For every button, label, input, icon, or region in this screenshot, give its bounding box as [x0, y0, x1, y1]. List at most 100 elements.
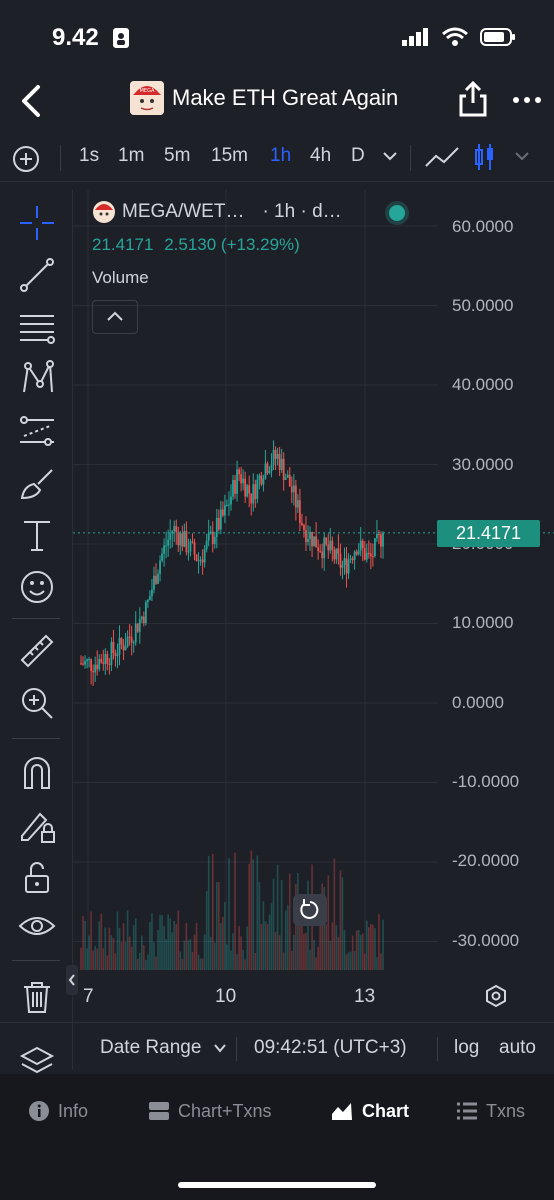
candle-body [305, 530, 307, 543]
y-tick: -10.0000 [452, 772, 520, 791]
candle-body [369, 553, 372, 557]
zoom-in-icon[interactable] [18, 684, 56, 722]
line-chart-icon[interactable] [424, 144, 460, 170]
volume-bar [244, 959, 246, 970]
brush-icon[interactable] [18, 464, 56, 502]
lock-drawings-icon[interactable] [18, 806, 56, 844]
volume-bar [114, 953, 117, 970]
tab-chart[interactable]: Chart [330, 1100, 409, 1122]
candle-body [142, 616, 145, 624]
person-badge-icon [113, 28, 129, 48]
candle-body [355, 551, 358, 555]
layers-icon[interactable] [18, 1042, 56, 1080]
volume-label: Volume [92, 268, 149, 287]
volume-bar [374, 928, 376, 970]
volume-bar [171, 932, 174, 970]
unlock-icon[interactable] [18, 858, 56, 896]
candle-body [179, 533, 182, 546]
tab-chart-txns[interactable]: Chart+Txns [148, 1100, 272, 1122]
candle-body [248, 485, 251, 494]
volume-bar [331, 922, 334, 970]
volume-bar [351, 935, 354, 970]
crosshair-icon[interactable] [18, 204, 56, 242]
trend-line-icon[interactable] [18, 256, 56, 294]
volume-bar [175, 923, 178, 970]
volume-bar [268, 914, 271, 970]
interval-1m[interactable]: 1m [118, 145, 145, 166]
emoji-icon[interactable] [18, 568, 56, 606]
eye-icon[interactable] [18, 908, 56, 946]
chevron-down-icon[interactable] [383, 151, 397, 161]
y-tick: 50.0000 [452, 296, 514, 315]
volume-bar [315, 957, 317, 970]
candle-body [367, 552, 370, 554]
wifi-icon [442, 27, 468, 46]
candle-body [112, 641, 115, 654]
interval-15m[interactable]: 15m [211, 145, 248, 166]
candle-body [298, 500, 301, 523]
text-tool-icon[interactable] [18, 516, 56, 554]
log-toggle[interactable]: log [454, 1037, 480, 1058]
volume-bar [347, 952, 350, 970]
candle-body [371, 556, 374, 558]
pattern-icon[interactable] [18, 360, 56, 398]
date-range-button[interactable]: Date Range [100, 1037, 202, 1058]
candle-body [86, 659, 88, 662]
candle-body [250, 493, 253, 504]
candle-body [278, 454, 281, 470]
candle-body [144, 602, 147, 624]
volume-bar [149, 922, 151, 970]
more-icon[interactable] [512, 85, 542, 115]
current-price-badge: 21.4171 [437, 520, 540, 547]
projection-icon[interactable] [18, 412, 56, 450]
candles-icon[interactable] [474, 142, 496, 172]
volume-bar [141, 935, 143, 970]
interval-4h[interactable]: 4h [310, 145, 332, 166]
interval-1h[interactable]: 1h [270, 145, 292, 166]
candle-body [199, 559, 202, 561]
candle-body [215, 517, 218, 537]
interval-5m[interactable]: 5m [164, 145, 191, 166]
volume-bar [211, 853, 214, 970]
add-indicator-icon[interactable] [12, 145, 40, 173]
magnet-icon[interactable] [18, 754, 56, 792]
tab-info[interactable]: Info [28, 1100, 88, 1122]
volume-bar [293, 934, 295, 970]
y-tick: 0.0000 [452, 693, 504, 712]
candle-body [193, 542, 196, 555]
timezone-clock[interactable]: 09:42:51 (UTC+3) [254, 1037, 407, 1058]
volume-bar [104, 927, 107, 970]
tool-divider [12, 960, 60, 961]
divider [236, 1037, 237, 1061]
share-icon[interactable] [456, 79, 490, 119]
interval-d[interactable]: D [351, 145, 365, 166]
legend-collapse-button[interactable] [92, 300, 138, 334]
candle-body [333, 550, 336, 560]
reset-chart-button[interactable] [293, 894, 327, 926]
x-tick: 10 [215, 986, 237, 1007]
volume-bar [209, 936, 212, 970]
candle-body [136, 623, 139, 632]
chart-settings-icon[interactable] [484, 984, 508, 1008]
trash-icon[interactable] [18, 978, 56, 1016]
ruler-icon[interactable] [18, 632, 56, 670]
toolbar-collapse-handle[interactable] [66, 965, 78, 995]
volume-bar [181, 958, 184, 970]
interval-1s[interactable]: 1s [79, 145, 100, 166]
tab-txns[interactable]: Txns [456, 1100, 525, 1122]
candle-body [373, 538, 376, 557]
chevron-down-icon[interactable] [214, 1044, 226, 1053]
candle-body [353, 551, 356, 560]
back-arrow-icon[interactable] [12, 81, 52, 121]
candle-body [146, 600, 149, 603]
candle-body [221, 509, 224, 516]
candle-body [307, 538, 309, 543]
volume-bar [341, 877, 344, 970]
legend-price: 21.4171 [92, 235, 154, 254]
tab-label: Txns [486, 1100, 526, 1121]
auto-toggle[interactable]: auto [499, 1037, 536, 1058]
volume-bar [264, 921, 267, 970]
chevron-down-icon[interactable] [515, 151, 529, 161]
candle-body [195, 554, 198, 561]
fib-lines-icon[interactable] [18, 308, 56, 346]
